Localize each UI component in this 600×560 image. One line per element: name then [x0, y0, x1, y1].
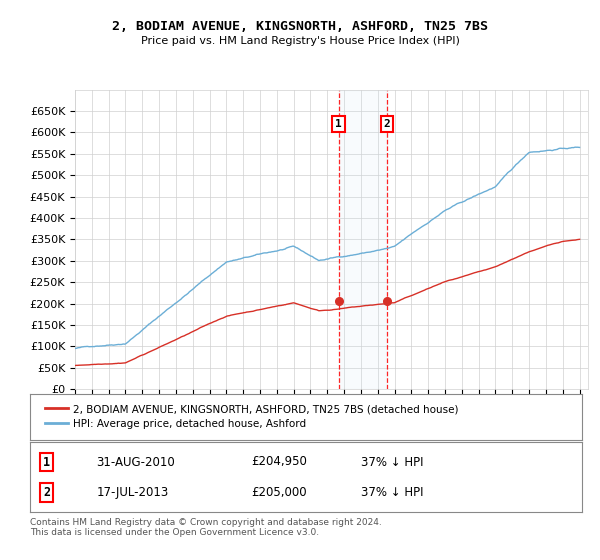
Text: Price paid vs. HM Land Registry's House Price Index (HPI): Price paid vs. HM Land Registry's House … [140, 36, 460, 46]
Bar [338, 90, 387, 389]
Text: 31-AUG-2010: 31-AUG-2010 [96, 455, 175, 469]
Text: 37% ↓ HPI: 37% ↓ HPI [361, 486, 424, 500]
Text: 2: 2 [383, 119, 390, 129]
Text: 1: 1 [43, 455, 50, 469]
Text: £204,950: £204,950 [251, 455, 307, 469]
Text: 2, BODIAM AVENUE, KINGSNORTH, ASHFORD, TN25 7BS: 2, BODIAM AVENUE, KINGSNORTH, ASHFORD, T… [112, 20, 488, 32]
Text: Contains HM Land Registry data © Crown copyright and database right 2024.
This d: Contains HM Land Registry data © Crown c… [30, 518, 382, 538]
Legend: 2, BODIAM AVENUE, KINGSNORTH, ASHFORD, TN25 7BS (detached house), HPI: Average p: 2, BODIAM AVENUE, KINGSNORTH, ASHFORD, T… [41, 400, 463, 433]
Text: 1: 1 [335, 119, 342, 129]
Text: 37% ↓ HPI: 37% ↓ HPI [361, 455, 424, 469]
Text: 2: 2 [43, 486, 50, 500]
Text: £205,000: £205,000 [251, 486, 307, 500]
Text: 17-JUL-2013: 17-JUL-2013 [96, 486, 169, 500]
